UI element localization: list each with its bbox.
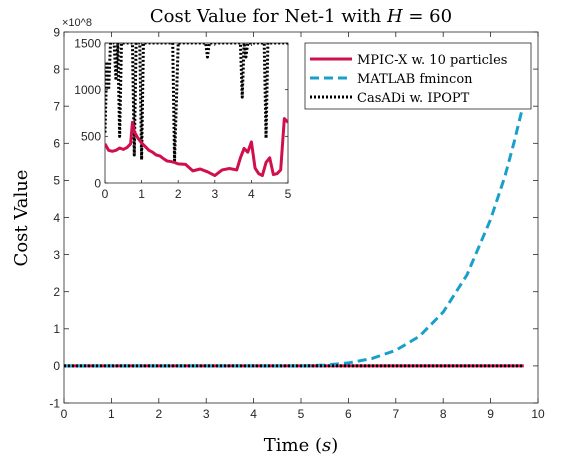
legend-label-mpic: MPIC-X w. 10 particles [357, 53, 507, 68]
inset-x-tick-label: 2 [175, 187, 182, 201]
inset-x-tick-label: 4 [248, 187, 255, 201]
main-y-tick-label: 7 [53, 100, 60, 114]
main-y-tick-label: 5 [53, 174, 60, 188]
main-x-tick-label: 1 [108, 407, 115, 421]
main-x-tick-label: 10 [531, 407, 545, 421]
inset-x-tick-label: 1 [138, 187, 145, 201]
main-x-tick-label: 6 [345, 407, 352, 421]
inset-axes-box [104, 42, 289, 184]
inset-y-tick-label: 1000 [74, 83, 101, 97]
inset-plot-area: 0 1 2 3 4 5 0 500 1000 1500 [74, 36, 291, 201]
inset-x-tick-label: 3 [211, 187, 218, 201]
main-y-tick-label: 4 [53, 211, 60, 225]
x-axis-label: Time (s) [264, 435, 339, 456]
main-x-tick-label: 4 [250, 407, 257, 421]
inset-y-tick-label: 500 [81, 130, 101, 144]
main-x-tick-label: 0 [61, 407, 68, 421]
inset-x-tick-label: 5 [285, 187, 292, 201]
y-axis-multiplier: ×10^8 [62, 17, 92, 29]
main-x-tick-label: 7 [392, 407, 399, 421]
main-y-tick-label: 0 [53, 359, 60, 373]
legend-label-casadi: CasADi w. IPOPT [357, 91, 470, 106]
y-axis-label: Cost Value [11, 170, 32, 267]
main-y-tick-label: 9 [53, 25, 60, 39]
main-x-tick-label: 5 [298, 407, 305, 421]
main-y-tick-label: 2 [53, 285, 60, 299]
main-y-tick-label: 1 [53, 322, 60, 336]
main-y-tick-label: -1 [49, 396, 60, 410]
legend: MPIC-X w. 10 particles MATLAB fmincon Ca… [304, 42, 532, 110]
main-x-tick-label: 2 [155, 407, 162, 421]
main-x-tick-label: 8 [440, 407, 447, 421]
main-x-tick-label: 3 [203, 407, 210, 421]
main-y-tick-label: 8 [53, 62, 60, 76]
inset-series-mpic-x-line [105, 117, 288, 178]
inset-x-tick-label: 0 [102, 187, 109, 201]
legend-label-fmincon: MATLAB fmincon [357, 72, 473, 87]
main-y-tick-label: 6 [53, 137, 60, 151]
chart-title: Cost Value for Net-1 with H = 60 [150, 6, 452, 27]
inset-y-tick-label: 1500 [74, 36, 101, 50]
inset-series-group [105, 43, 288, 178]
main-y-tick-label: 3 [53, 248, 60, 262]
inset-y-tick-label: 0 [94, 176, 101, 190]
main-x-tick-label: 9 [487, 407, 494, 421]
main-series-group [64, 102, 526, 368]
